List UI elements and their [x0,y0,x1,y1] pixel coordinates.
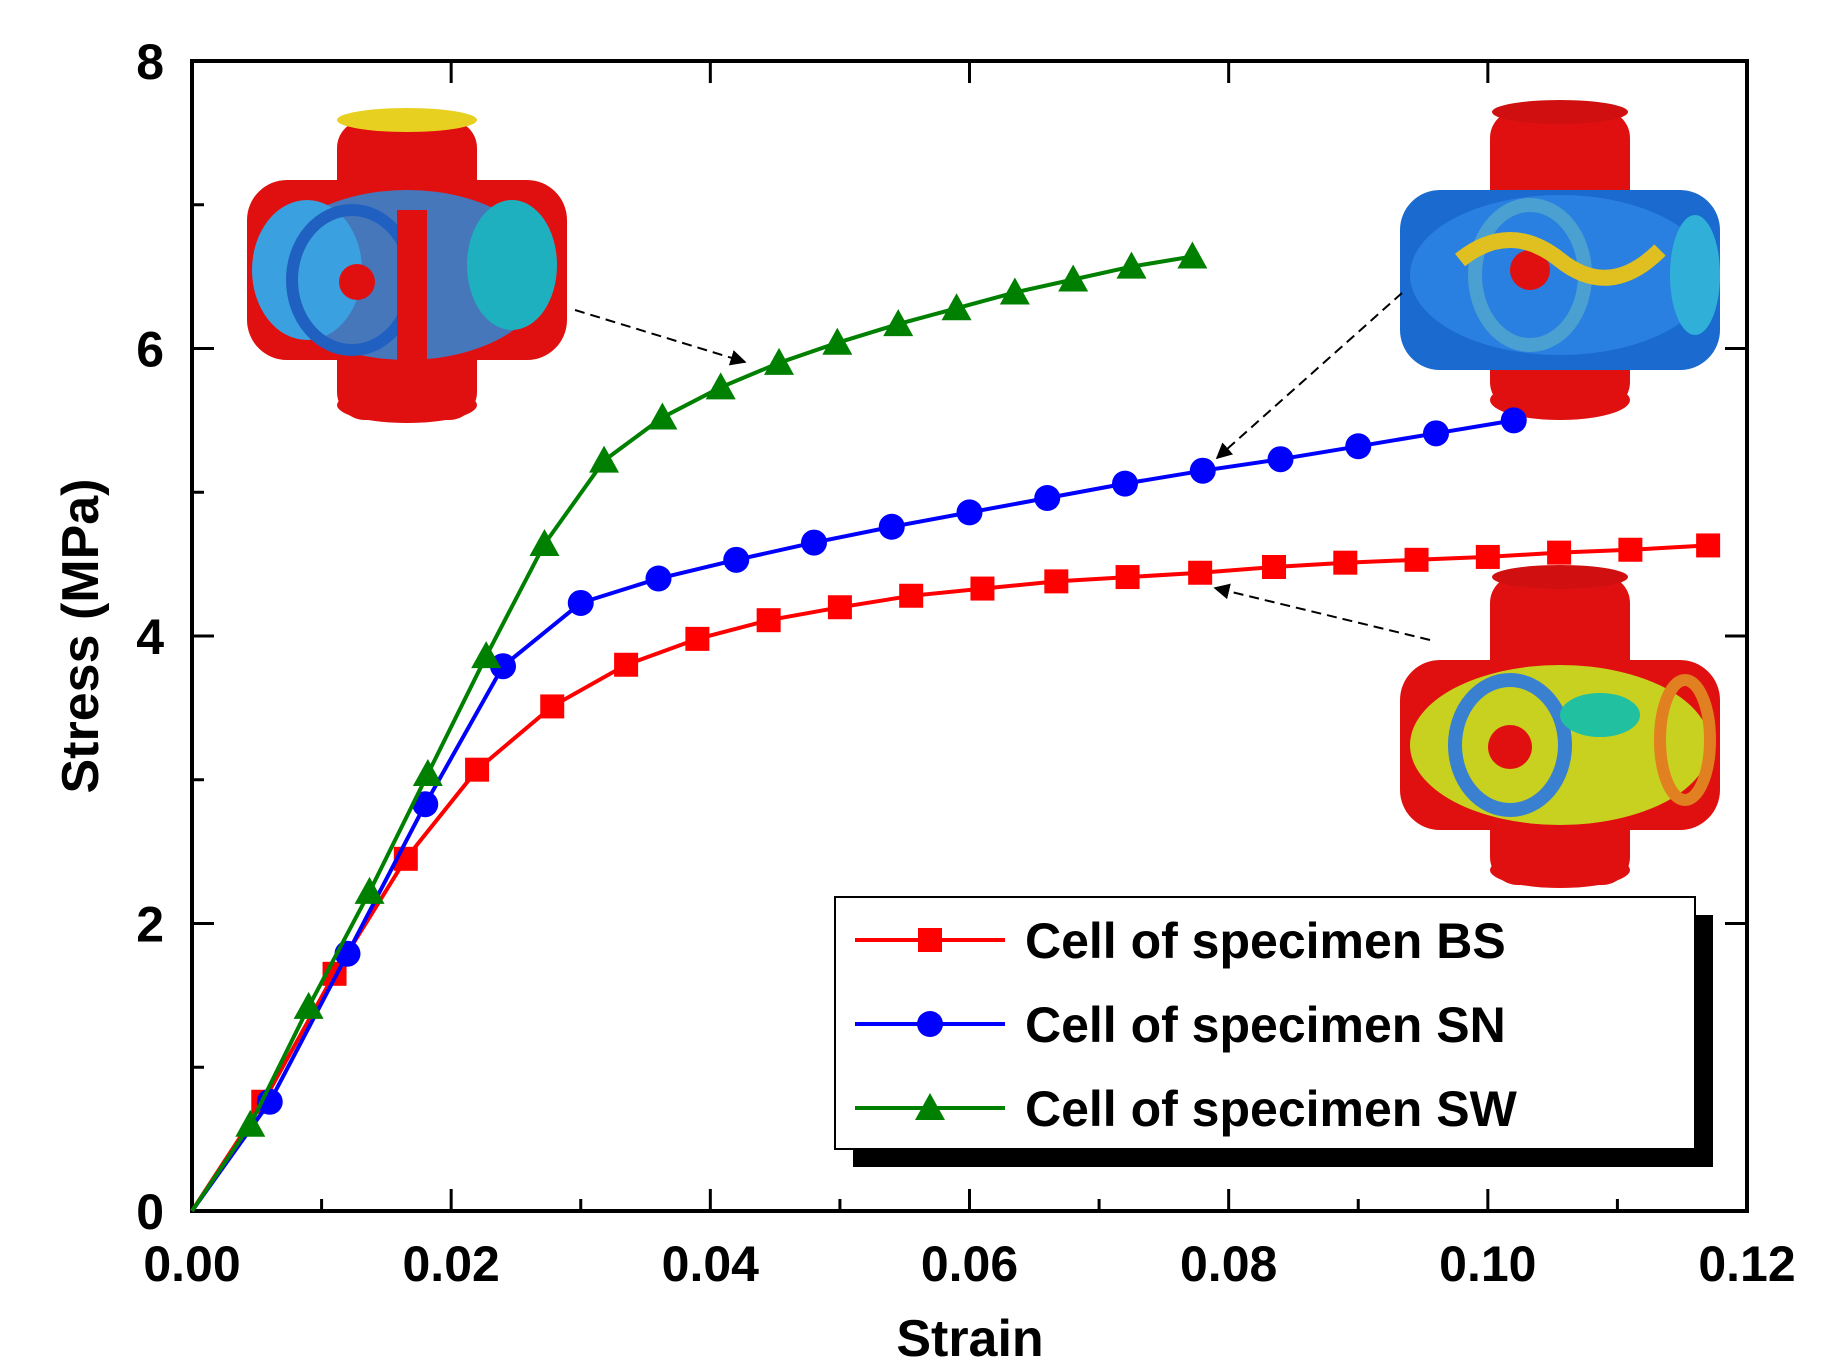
data-point [293,991,324,1019]
data-point [764,347,795,375]
data-point [1058,264,1089,292]
data-point [412,759,443,786]
data-point [1262,555,1287,579]
data-point [723,546,750,573]
series-line [190,254,1193,1213]
annotation-arrows [574,292,1431,641]
data-point [465,757,490,782]
data-point [999,277,1030,305]
legend: Cell of specimen BS Cell of specimen SN Ce… [834,896,1713,1167]
data-point [1345,433,1372,460]
y-axis-title: Stress (MPa) [52,479,110,794]
data-point [235,1109,266,1137]
data-point [801,529,827,556]
legend-label: Cell of specimen SW [1025,1081,1518,1137]
data-point [1423,420,1449,447]
series-line [190,543,1709,1213]
data-point [1188,560,1213,585]
x-tick-label: 0.04 [662,1236,760,1292]
data-point [567,589,594,616]
x-tick-label: 0.00 [143,1236,240,1292]
data-point [412,791,439,818]
data-point [883,309,914,337]
data-point [647,402,678,430]
data-point [1115,565,1140,590]
x-tick-label: 0.06 [921,1236,1018,1292]
data-point [529,529,560,556]
data-point [490,653,516,680]
x-tick-label: 0.12 [1698,1236,1795,1292]
y-tick-label: 4 [136,609,164,665]
arrow-sw [574,309,747,366]
data-point [1267,446,1294,473]
y-tick-label: 6 [136,322,164,378]
legend-marker [917,1011,943,1037]
data-point [956,499,983,526]
arrow-sn [1215,292,1403,460]
series-line [190,418,1515,1213]
data-point [1189,457,1216,484]
data-point [540,694,565,719]
stress-contour-inset-sn [1400,100,1720,420]
x-axis-title: Strain [896,1310,1043,1367]
data-point [1177,241,1208,269]
data-point [899,583,924,608]
data-point [645,565,672,592]
series-layer [190,241,1721,1213]
data-point [1044,569,1069,594]
data-point [471,641,502,669]
data-point [822,327,853,355]
x-tick-label: 0.10 [1439,1236,1536,1292]
data-point [354,876,385,904]
legend-marker [918,928,942,952]
data-point [1696,533,1721,558]
data-point [941,293,972,321]
y-tick-label: 8 [136,34,164,90]
data-point [970,576,995,601]
axes: 0.00 0.02 0.04 0.06 0.08 0.10 0.12 0 2 4 6 8 [136,34,1795,1292]
y-tick-label: 0 [136,1184,164,1240]
x-tick-label: 0.02 [403,1236,500,1292]
data-point [878,513,905,540]
data-point [589,445,620,473]
data-point [756,608,781,633]
y-tick-label: 2 [136,897,164,953]
data-point [827,595,852,620]
series-2 [190,407,1527,1213]
data-point [1116,251,1147,279]
legend-label: Cell of specimen SN [1025,997,1506,1053]
data-point [685,626,710,651]
data-point [1475,544,1500,569]
data-point [705,372,736,400]
data-point [1618,537,1643,562]
data-point [1034,485,1061,511]
legend-label: Cell of specimen BS [1025,913,1506,969]
stress-contour-inset-sw [247,108,567,423]
stress-contour-inset-bs [1400,565,1720,888]
legend-marker [915,1093,945,1120]
data-point [1112,470,1138,497]
arrow-bs [1213,583,1431,641]
data-point [1404,547,1429,572]
data-point [1333,550,1358,575]
x-tick-label: 0.08 [1180,1236,1277,1292]
data-point [614,652,639,677]
data-point [1500,407,1527,434]
series-3 [190,241,1208,1213]
data-point [1547,540,1572,565]
